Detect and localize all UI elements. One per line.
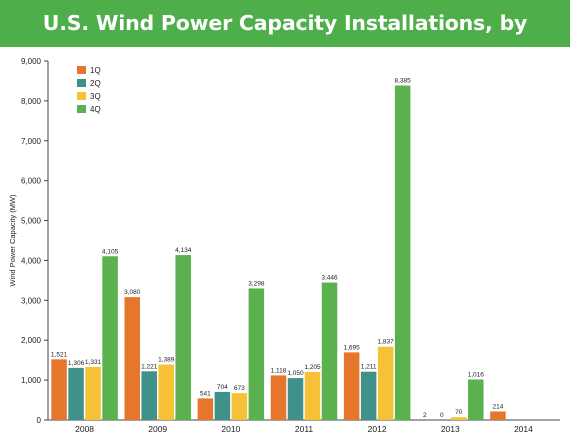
- y-tick-label: 9,000: [21, 57, 42, 66]
- data-label: 1,221: [141, 363, 158, 370]
- y-tick-label: 6,000: [21, 177, 42, 186]
- bar-2010-4Q: [248, 288, 265, 420]
- legend-swatch-3Q: [77, 92, 86, 100]
- legend-label-3Q: 3Q: [90, 92, 101, 101]
- bar-2013-4Q: [468, 379, 484, 420]
- chart-title: U.S. Wind Power Capacity Installations, …: [0, 0, 570, 82]
- y-tick-label: 2,000: [21, 336, 42, 345]
- bar-2011-1Q: [270, 375, 287, 420]
- data-label: 1,016: [468, 371, 485, 378]
- bar-2010-1Q: [197, 398, 214, 420]
- data-label: 1,118: [271, 367, 287, 374]
- data-label: 704: [217, 384, 228, 391]
- y-tick-label: 4,000: [21, 256, 42, 265]
- bar-2009-2Q: [141, 371, 157, 420]
- y-tick-label: 8,000: [21, 97, 42, 106]
- bar-2009-4Q: [175, 255, 191, 420]
- data-label: 2: [423, 412, 427, 419]
- bar-2010-2Q: [214, 391, 231, 420]
- data-label: 0: [440, 412, 444, 419]
- legend-label-2Q: 2Q: [90, 79, 101, 88]
- y-tick-label: 1,000: [21, 376, 42, 385]
- bar-2012-1Q: [343, 352, 360, 420]
- legend: 1Q 2Q 3Q 4Q: [77, 66, 101, 114]
- y-tick-label: 0: [37, 416, 42, 425]
- bar-2011-3Q: [304, 371, 321, 420]
- bar-2012-3Q: [377, 346, 394, 420]
- data-label: 70: [455, 409, 463, 416]
- data-label: 673: [234, 385, 245, 392]
- bar-2009-1Q: [124, 297, 140, 420]
- legend-swatch-1Q: [77, 66, 86, 74]
- data-label: 8,385: [395, 78, 412, 85]
- bar-2013-3Q: [451, 417, 467, 420]
- y-tick-label: 3,000: [21, 296, 42, 305]
- x-tick-label: 2009: [148, 424, 167, 434]
- bar-2011-2Q: [287, 378, 304, 420]
- y-tick-label: 7,000: [21, 137, 42, 146]
- x-tick-label: 2012: [368, 424, 387, 434]
- bar-2012-4Q: [394, 85, 411, 420]
- bar-2008-2Q: [68, 367, 84, 420]
- bar-2009-3Q: [158, 364, 174, 420]
- data-label: 3,446: [321, 275, 338, 282]
- data-label: 1,205: [304, 364, 321, 371]
- x-tick-label: 2013: [441, 424, 460, 434]
- legend-label-4Q: 4Q: [90, 105, 101, 114]
- data-label: 1,521: [51, 351, 68, 358]
- legend-swatch-2Q: [77, 79, 86, 87]
- data-label: 4,134: [175, 247, 192, 254]
- data-label: 4,105: [102, 248, 119, 255]
- data-label: 1,331: [85, 359, 102, 366]
- bars: [51, 85, 506, 420]
- bar-2012-2Q: [360, 371, 377, 420]
- data-label: 1,837: [378, 339, 395, 346]
- data-label: 1,695: [344, 344, 361, 351]
- y-axis-title: Wind Power Capacity (MW): [8, 194, 17, 287]
- bar-2008-4Q: [102, 256, 118, 420]
- legend-swatch-4Q: [77, 105, 86, 113]
- data-label: 1,306: [68, 360, 85, 367]
- x-tick-label: 2008: [75, 424, 94, 434]
- data-label: 1,211: [361, 364, 377, 371]
- data-label: 214: [492, 403, 503, 410]
- legend-label-1Q: 1Q: [90, 66, 101, 75]
- data-label: 1,050: [287, 370, 304, 377]
- bar-2014-1Q: [490, 411, 506, 420]
- y-tick-label: 5,000: [21, 217, 42, 226]
- data-label: 3,080: [124, 289, 141, 296]
- x-tick-label: 2011: [295, 424, 314, 434]
- data-label: 541: [200, 390, 211, 397]
- x-tick-label: 2014: [514, 424, 533, 434]
- bar-2008-3Q: [85, 366, 101, 420]
- bar-2011-4Q: [321, 282, 338, 420]
- data-label: 1,389: [158, 357, 175, 364]
- data-label: 3,298: [248, 280, 265, 287]
- bar-2008-1Q: [51, 359, 67, 420]
- x-tick-label: 2010: [221, 424, 240, 434]
- bar-2010-3Q: [231, 393, 248, 420]
